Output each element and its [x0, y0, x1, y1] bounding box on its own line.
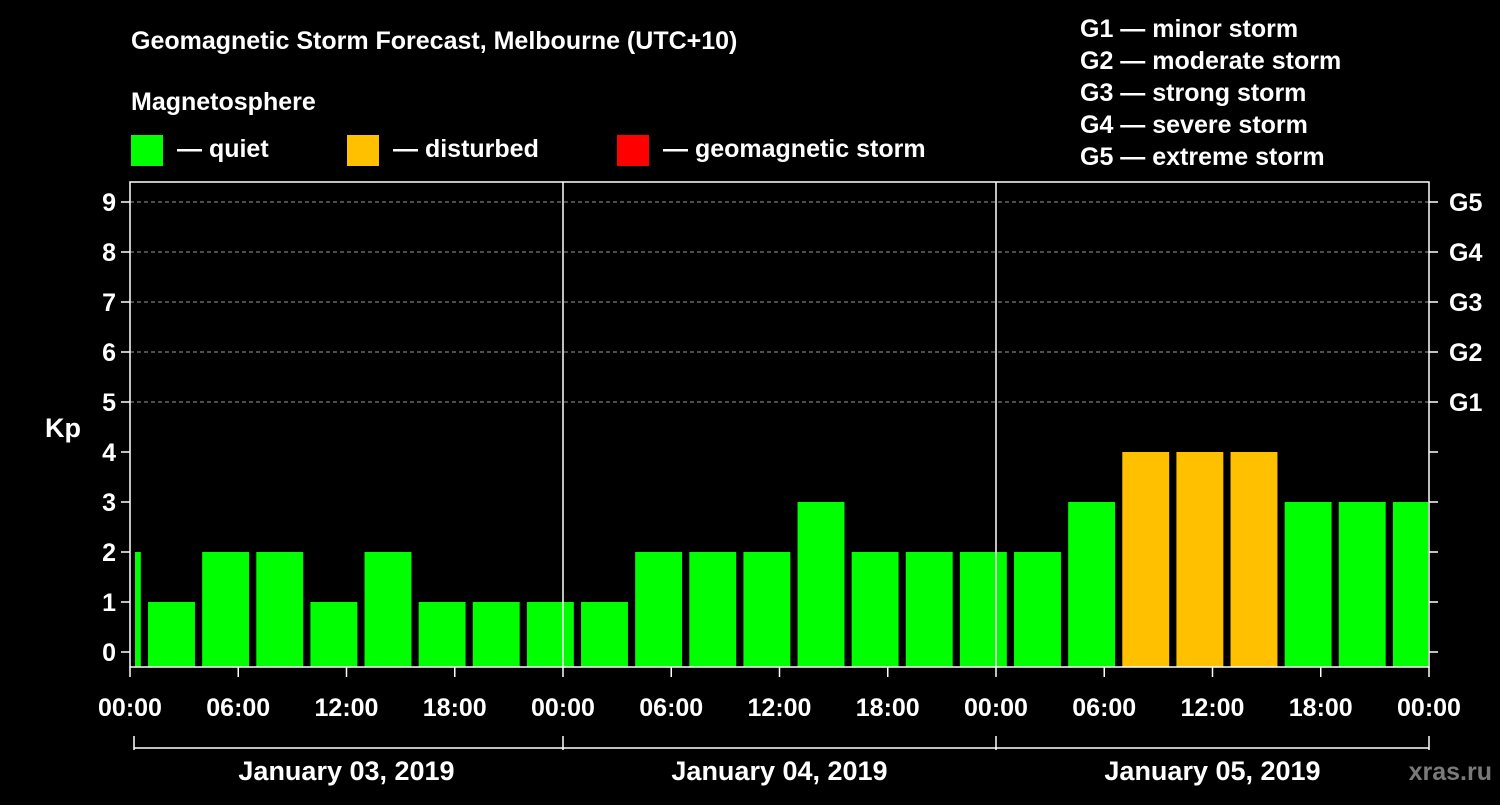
kp-bar: [797, 502, 845, 667]
day-separators: [562, 182, 997, 667]
kp-bar: [1284, 502, 1332, 667]
kp-bar: [148, 602, 195, 667]
grid-layer: [130, 201, 1429, 403]
kp-bar: [1068, 502, 1116, 667]
y-tick-label: 9: [102, 189, 116, 217]
kp-bar: [581, 602, 628, 667]
g-scale-label: G4: [1449, 239, 1482, 267]
g-scale-label: G1: [1449, 389, 1482, 417]
kp-bar: [851, 552, 899, 667]
y-tick-label: 3: [102, 489, 116, 517]
kp-bar: [1230, 452, 1278, 667]
kp-bar: [310, 602, 358, 667]
day-label: January 04, 2019: [671, 756, 887, 786]
y-tick-label: 5: [102, 389, 116, 417]
y-tick-label: 1: [102, 589, 116, 617]
x-tick-label: 06:00: [639, 694, 703, 722]
chart-title: Geomagnetic Storm Forecast, Melbourne (U…: [131, 27, 737, 55]
x-tick-label: 00:00: [531, 694, 595, 722]
kp-bar: [135, 552, 141, 667]
kp-bar: [635, 552, 683, 667]
x-axis: 00:00 06:00 12:00 18:00 00:00 06:00 12:00 18:00…: [98, 667, 1461, 722]
legend-swatch-storm: [617, 135, 649, 166]
legend-label-quiet: — quiet: [177, 135, 269, 163]
legend-label-disturbed: — disturbed: [393, 135, 539, 163]
x-tick-label: 18:00: [423, 694, 487, 722]
y-axis-right: G1 G2 G3 G4 G5: [1429, 189, 1482, 653]
kp-bar: [418, 602, 466, 667]
kp-bar: [743, 552, 791, 667]
y-axis-left: 0 1 2 3 4 5 6 7 8 9: [102, 189, 130, 667]
kp-bar: [689, 552, 737, 667]
x-tick-label: 06:00: [1072, 694, 1136, 722]
day-label: January 03, 2019: [238, 756, 454, 786]
legend-label-storm: — geomagnetic storm: [663, 135, 926, 163]
x-tick-label: 00:00: [98, 694, 162, 722]
x-tick-label: 18:00: [856, 694, 920, 722]
legend-heading: Magnetosphere: [131, 88, 316, 116]
storm-scale-g5: G5 — extreme storm: [1080, 143, 1325, 171]
x-tick-label: 00:00: [1397, 694, 1461, 722]
g-scale-label: G2: [1449, 339, 1482, 367]
x-tick-label: 00:00: [964, 694, 1028, 722]
bars-layer: [135, 452, 1428, 667]
g-scale-label: G3: [1449, 289, 1482, 317]
y-tick-label: 7: [102, 289, 116, 317]
legend-swatch-disturbed: [347, 135, 379, 166]
storm-scale-g2: G2 — moderate storm: [1080, 47, 1341, 75]
day-labels: January 03, 2019 January 04, 2019 January …: [133, 736, 1430, 786]
kp-bar: [959, 552, 1007, 667]
g-scale-label: G5: [1449, 189, 1482, 217]
kp-bar: [1338, 502, 1386, 667]
storm-scale-g1: G1 — minor storm: [1080, 15, 1298, 43]
kp-bar: [1176, 452, 1224, 667]
x-tick-label: 06:00: [206, 694, 270, 722]
y-tick-label: 2: [102, 539, 116, 567]
y-axis-label: Kp: [45, 413, 81, 443]
y-tick-label: 6: [102, 339, 116, 367]
x-tick-label: 12:00: [315, 694, 379, 722]
y-tick-label: 8: [102, 239, 116, 267]
kp-bar: [256, 552, 304, 667]
legend-swatch-quiet: [131, 135, 163, 166]
kp-bar: [1122, 452, 1170, 667]
kp-bar: [905, 552, 953, 667]
y-tick-label: 0: [102, 639, 116, 667]
watermark: xras.ru: [1409, 758, 1492, 786]
kp-bar: [472, 602, 520, 667]
y-tick-label: 4: [102, 439, 116, 467]
x-tick-label: 18:00: [1289, 694, 1353, 722]
kp-bar: [526, 602, 574, 667]
storm-scale-g4: G4 — severe storm: [1080, 111, 1308, 139]
day-label: January 05, 2019: [1104, 756, 1320, 786]
kp-bar: [202, 552, 250, 667]
storm-scale-g3: G3 — strong storm: [1080, 79, 1306, 107]
kp-bar: [364, 552, 412, 667]
kp-bar: [1392, 502, 1428, 667]
x-tick-label: 12:00: [748, 694, 812, 722]
x-tick-label: 12:00: [1181, 694, 1245, 722]
kp-bar: [1014, 552, 1061, 667]
